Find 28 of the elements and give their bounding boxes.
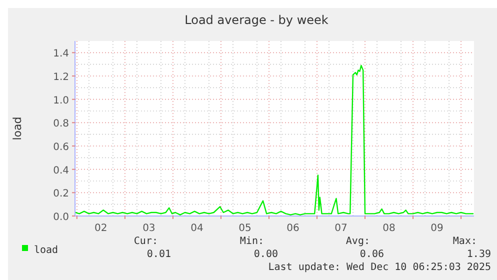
x-tick-label: 04 [190,223,204,234]
y-tick-label: 0.4 [53,165,69,176]
x-tick-label: 09 [430,223,444,234]
y-tick-label: 0.0 [53,212,69,223]
text: 0.00 [254,249,278,260]
x-tick-label: 05 [238,223,252,234]
y-tick-label: 1.2 [53,72,69,83]
y-tick-label: 0.2 [53,188,69,200]
x-tick-label: 07 [334,223,348,234]
text: Cur: [134,236,158,247]
x-tick-label: 03 [142,223,156,234]
text: Max: [452,236,477,247]
text: 0.01 [146,249,171,260]
chart-title: Load average - by week [184,13,328,27]
text: Last update: Wed Dec 10 06:25:03 2025 [268,262,491,273]
text: Avg: [346,236,370,247]
x-tick-label: 02 [94,223,108,234]
text: Min: [240,236,264,247]
text: 0.06 [360,249,384,260]
x-tick-label: 06 [286,223,300,234]
y-tick-label: 1.0 [53,95,69,106]
y-tick-label: 1.4 [53,48,69,60]
text: 1.39 [466,249,491,260]
y-tick-label: 0.6 [53,142,69,153]
y-axis-title: load [11,116,24,140]
x-tick-label: 08 [382,223,396,234]
legend-label: load [34,245,58,256]
y-tick-label: 0.8 [53,118,69,130]
